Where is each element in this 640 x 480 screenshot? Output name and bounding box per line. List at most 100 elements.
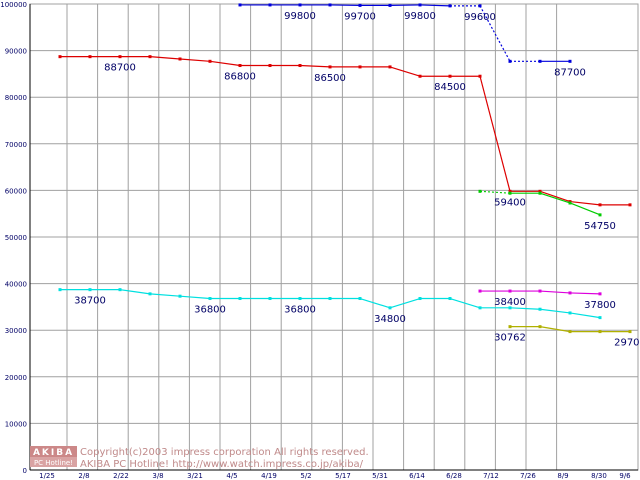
- data-label: 86500: [314, 73, 346, 84]
- data-point: [568, 291, 572, 295]
- series-segment: [539, 290, 571, 294]
- data-label: 99800: [404, 11, 436, 22]
- series-segment: [119, 289, 151, 295]
- x-tick-label: 8/9: [557, 472, 568, 480]
- copyright-line-1: Copyright(c)2003 impress corporation All…: [80, 447, 369, 458]
- data-point: [598, 330, 602, 334]
- x-tick-label: 1/25: [39, 472, 55, 480]
- data-point: [268, 64, 272, 68]
- data-point: [238, 3, 242, 7]
- data-label: 59400: [494, 197, 526, 208]
- series-segment: [149, 293, 181, 297]
- x-tick-label: 4/5: [226, 472, 237, 480]
- y-tick-label: 30000: [5, 327, 27, 335]
- series-segment: [479, 76, 511, 192]
- data-label: 36800: [194, 305, 226, 316]
- data-point: [298, 64, 302, 68]
- series-segment: [389, 297, 421, 309]
- data-label: 87700: [554, 67, 586, 78]
- series-line: [238, 3, 572, 63]
- series-segment: [209, 60, 241, 67]
- data-point: [448, 74, 452, 78]
- data-point: [538, 59, 542, 63]
- series-line: [58, 288, 602, 320]
- data-point: [118, 288, 122, 292]
- data-point: [538, 289, 542, 293]
- data-label: 99600: [464, 12, 496, 23]
- data-point: [148, 292, 152, 296]
- data-label: 29700: [614, 338, 640, 349]
- y-tick-label: 70000: [5, 141, 27, 149]
- data-point: [538, 191, 542, 195]
- data-point: [598, 292, 602, 296]
- data-point: [478, 74, 482, 78]
- data-point: [508, 191, 512, 195]
- data-point: [328, 3, 332, 7]
- x-tick-label: 5/2: [300, 472, 311, 480]
- x-tick-label: 2/8: [78, 472, 89, 480]
- data-point: [508, 325, 512, 329]
- series-segment: [299, 64, 331, 68]
- series-segment: [569, 202, 601, 216]
- data-point: [238, 64, 242, 68]
- y-tick-label: 60000: [5, 187, 27, 195]
- series-segment: [479, 190, 511, 194]
- series-segment: [449, 297, 481, 309]
- data-point: [328, 297, 332, 301]
- y-tick-label: 50000: [5, 234, 27, 242]
- data-point: [388, 306, 392, 310]
- x-tick-label: 2/22: [113, 472, 129, 480]
- data-point: [478, 289, 482, 293]
- x-tick-label: 4/19: [261, 472, 277, 480]
- series-segment: [539, 326, 571, 333]
- data-point: [388, 3, 392, 7]
- data-label: 54750: [584, 221, 616, 232]
- data-point: [448, 297, 452, 301]
- y-tick-label: 90000: [5, 48, 27, 56]
- data-point: [568, 311, 572, 315]
- x-tick-label: 3/8: [152, 472, 163, 480]
- data-point: [568, 59, 572, 63]
- akiba-logo-text: AKIBA: [33, 448, 74, 458]
- data-point: [538, 307, 542, 311]
- data-point: [478, 306, 482, 310]
- data-point: [88, 288, 92, 292]
- y-tick-label: 100000: [0, 1, 27, 9]
- data-point: [628, 330, 632, 334]
- data-label: 38700: [74, 296, 106, 307]
- x-tick-label: 6/14: [409, 472, 425, 480]
- x-tick-label: 5/17: [335, 472, 351, 480]
- data-point: [448, 4, 452, 8]
- pc-hotline-logo-text: PC Hotline!: [34, 459, 73, 467]
- pc-hotline-logo: [30, 457, 77, 467]
- data-point: [58, 55, 62, 59]
- y-tick-label: 0: [23, 467, 27, 475]
- data-label: 88700: [104, 63, 136, 74]
- y-tick-label: 80000: [5, 94, 27, 102]
- x-tick-label: 7/12: [483, 472, 499, 480]
- y-tick-label: 10000: [5, 420, 27, 428]
- data-point: [178, 57, 182, 61]
- series-line: [508, 325, 632, 334]
- x-tick-label: 6/28: [446, 472, 462, 480]
- data-label: 99800: [284, 11, 316, 22]
- data-point: [538, 189, 542, 193]
- data-point: [298, 297, 302, 301]
- x-tick-label: 8/30: [591, 472, 607, 480]
- series-segment: [179, 295, 211, 300]
- data-point: [508, 306, 512, 310]
- data-label: 34800: [374, 314, 406, 325]
- data-label: 37800: [584, 300, 616, 311]
- series-segment: [539, 190, 571, 203]
- data-label: 84500: [434, 82, 466, 93]
- series-line: [478, 289, 602, 296]
- data-point: [508, 289, 512, 293]
- series-segment: [149, 56, 181, 60]
- series-segment: [479, 5, 511, 62]
- grid-layer: [29, 3, 639, 471]
- data-point: [508, 59, 512, 63]
- data-label-layer: 99800 99700 99800 99600 87700 88700 86800 86500…: [74, 11, 640, 349]
- data-point: [268, 297, 272, 301]
- data-label: 30762: [494, 333, 526, 344]
